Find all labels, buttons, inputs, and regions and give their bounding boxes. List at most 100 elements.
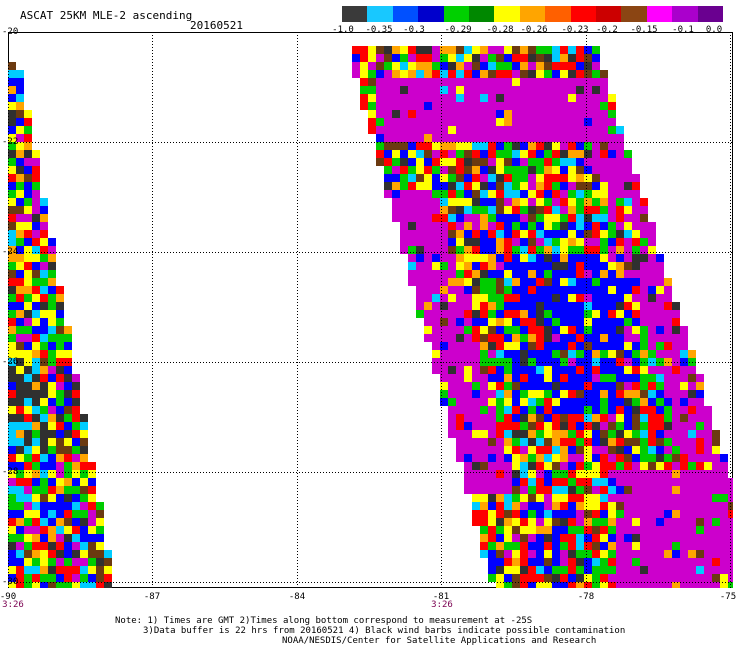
wind-cell [688, 486, 696, 494]
wind-cell [560, 142, 568, 150]
wind-cell [48, 238, 56, 246]
wind-cell [600, 326, 608, 334]
wind-cell [568, 206, 576, 214]
wind-cell [512, 278, 520, 286]
wind-cell [496, 366, 504, 374]
wind-cell [472, 190, 480, 198]
wind-cell [656, 270, 664, 278]
wind-cell [72, 470, 80, 478]
wind-cell [480, 302, 488, 310]
wind-cell [40, 286, 48, 294]
wind-cell [496, 302, 504, 310]
wind-cell [712, 526, 720, 534]
wind-cell [408, 134, 416, 142]
wind-cell [8, 478, 16, 486]
wind-cell [568, 238, 576, 246]
wind-cell [584, 454, 592, 462]
wind-cell [624, 558, 632, 566]
wind-cell [80, 526, 88, 534]
wind-cell [520, 70, 528, 78]
wind-cell [400, 102, 408, 110]
wind-cell [616, 342, 624, 350]
product-title: ASCAT 25KM MLE-2 ascending [20, 9, 193, 22]
wind-cell [680, 574, 688, 582]
wind-cell [688, 510, 696, 518]
wind-cell [8, 574, 16, 582]
wind-cell [656, 518, 664, 526]
wind-cell [472, 502, 480, 510]
wind-cell [88, 542, 96, 550]
wind-cell [568, 574, 576, 582]
wind-cell [32, 310, 40, 318]
wind-cell [528, 462, 536, 470]
wind-cell [32, 454, 40, 462]
wind-cell [672, 366, 680, 374]
wind-cell [512, 558, 520, 566]
wind-cell [472, 494, 480, 502]
wind-cell [8, 94, 16, 102]
wind-cell [520, 86, 528, 94]
wind-cell [24, 550, 32, 558]
wind-cell [536, 550, 544, 558]
wind-cell [528, 494, 536, 502]
wind-cell [552, 150, 560, 158]
wind-cell [400, 206, 408, 214]
wind-cell [568, 294, 576, 302]
wind-cell [472, 470, 480, 478]
wind-cell [504, 302, 512, 310]
wind-cell [32, 214, 40, 222]
wind-cell [48, 422, 56, 430]
wind-cell [632, 446, 640, 454]
wind-cell [512, 270, 520, 278]
wind-cell [664, 390, 672, 398]
wind-cell [632, 278, 640, 286]
wind-cell [528, 478, 536, 486]
wind-cell [520, 574, 528, 582]
wind-cell [568, 398, 576, 406]
wind-cell [480, 118, 488, 126]
wind-cell [48, 462, 56, 470]
wind-cell [368, 102, 376, 110]
wind-cell [488, 254, 496, 262]
wind-cell [512, 510, 520, 518]
wind-cell [384, 174, 392, 182]
wind-cell [696, 542, 704, 550]
wind-cell [568, 254, 576, 262]
wind-cell [592, 342, 600, 350]
wind-cell [584, 262, 592, 270]
wind-cell [504, 222, 512, 230]
wind-cell [488, 190, 496, 198]
wind-cell [656, 430, 664, 438]
wind-cell [680, 478, 688, 486]
wind-cell [576, 518, 584, 526]
wind-cell [704, 454, 712, 462]
wind-cell [560, 494, 568, 502]
wind-cell [512, 294, 520, 302]
wind-cell [32, 246, 40, 254]
wind-cell [528, 342, 536, 350]
wind-cell [56, 406, 64, 414]
wind-cell [536, 102, 544, 110]
wind-cell [472, 46, 480, 54]
wind-cell [632, 510, 640, 518]
wind-cell [416, 126, 424, 134]
wind-cell [536, 470, 544, 478]
wind-cell [656, 366, 664, 374]
wind-cell [8, 278, 16, 286]
wind-cell [648, 446, 656, 454]
wind-cell [40, 550, 48, 558]
wind-cell [16, 238, 24, 246]
wind-cell [480, 494, 488, 502]
wind-cell [560, 206, 568, 214]
wind-cell [632, 558, 640, 566]
wind-cell [544, 510, 552, 518]
wind-cell [624, 574, 632, 582]
wind-cell [32, 350, 40, 358]
wind-cell [624, 166, 632, 174]
wind-cell [8, 254, 16, 262]
wind-cell [584, 62, 592, 70]
wind-cell [536, 118, 544, 126]
wind-cell [72, 374, 80, 382]
wind-cell [40, 310, 48, 318]
wind-cell [488, 310, 496, 318]
